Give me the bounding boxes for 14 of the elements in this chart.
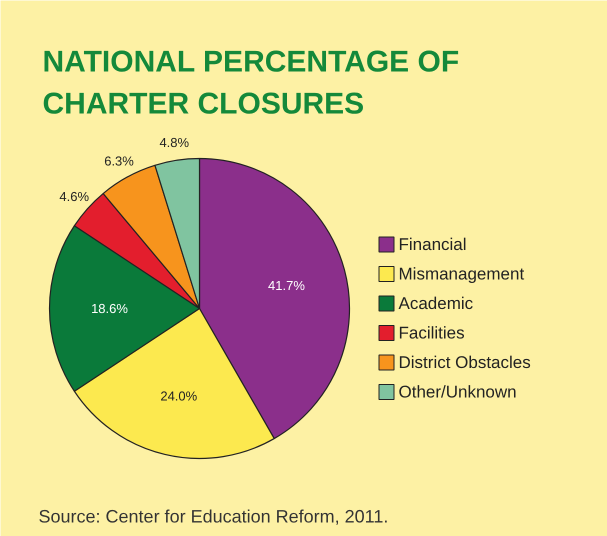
data-label: 41.7%	[268, 278, 306, 293]
data-label: 24.0%	[160, 388, 198, 404]
data-label: 6.3%	[104, 154, 134, 169]
data-label: 4.8%	[159, 134, 190, 150]
source-note: Source: Center for Education Reform, 2011.	[38, 506, 388, 526]
legend-label: Other/Unknown	[398, 382, 517, 402]
legend-label: Academic	[398, 294, 474, 313]
legend-label: District Obstacles	[398, 353, 531, 372]
data-label: 4.6%	[59, 189, 90, 204]
legend-label: Facilities	[398, 324, 465, 342]
data-label: 18.6%	[91, 301, 128, 316]
legend-label: Mismanagement	[398, 264, 524, 284]
legend-label: Financial	[398, 235, 467, 254]
chart-title: NATIONAL PERCENTAGE OF CHARTER CLOSURES	[42, 46, 460, 120]
